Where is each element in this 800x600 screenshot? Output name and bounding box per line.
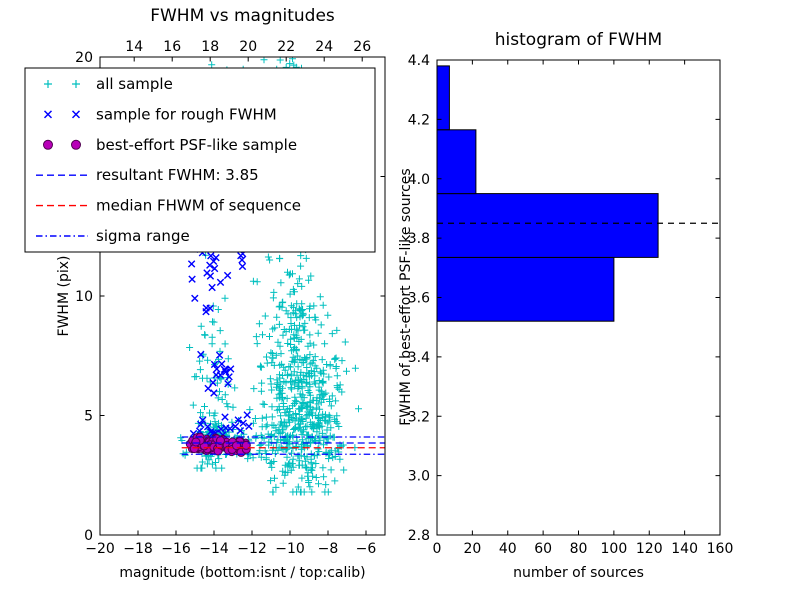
legend-label: best-effort PSF-like sample [96, 136, 297, 154]
legend-label: resultant FWHM: 3.85 [96, 166, 259, 184]
right-x-tick-label: 160 [707, 541, 734, 557]
left-top-x-tick-label: 14 [125, 39, 143, 55]
right-plot-title: histogram of FWHM [494, 30, 663, 50]
right-y-tick-label: 4.2 [408, 112, 430, 128]
right-y-tick-label: 3.6 [408, 291, 430, 307]
right-x-tick-label: 60 [534, 541, 552, 557]
left-top-x-tick-label: 26 [353, 39, 371, 55]
left-top-x-tick-label: 22 [277, 39, 295, 55]
histogram-bars [437, 65, 720, 322]
left-y-tick-label: 0 [84, 528, 93, 544]
left-x-tick-label: −18 [123, 541, 153, 557]
left-x-tick-label: −14 [199, 541, 229, 557]
left-x-tick-label: −12 [237, 541, 267, 557]
circle-marker-icon [43, 139, 53, 150]
scatter-psf-like-sample [185, 432, 251, 457]
left-y-tick-label: 5 [84, 409, 93, 425]
legend-label: sample for rough FWHM [96, 105, 277, 123]
left-x-tick-label: −16 [161, 541, 191, 557]
reference-lines-layer [181, 436, 385, 455]
left-top-x-tick-label: 24 [315, 39, 333, 55]
left-top-x-tick-label: 16 [163, 39, 181, 55]
psf-sample-point [191, 437, 201, 447]
legend-label: sigma range [96, 227, 190, 245]
right-x-tick-label: 40 [499, 541, 517, 557]
histogram-bar [437, 193, 659, 258]
scatter-layer [177, 57, 362, 496]
histogram-bar [437, 256, 615, 322]
right-y-tick-label: 2.8 [408, 528, 430, 544]
left-x-tick-label: −8 [318, 541, 339, 557]
histogram-bar [437, 65, 450, 131]
histogram-layer [437, 65, 720, 322]
right-y-tick-label: 4.4 [408, 53, 430, 69]
legend-label: all sample [96, 75, 173, 93]
left-y-tick-label: 10 [75, 289, 93, 305]
tick-layer: −20 −18 −16 −14 −12 −10 −8 −6 14 16 18 20 22 24 26 0 5 10… [75, 39, 733, 557]
right-y-tick-label: 3.2 [408, 409, 430, 425]
plus-marker-icon [72, 80, 80, 88]
right-x-tick-label: 120 [636, 541, 663, 557]
right-plot-xlabel: number of sources [513, 565, 644, 581]
left-x-tick-label: −6 [356, 541, 377, 557]
left-plot-ylabel: FWHM (pix) [56, 255, 72, 337]
right-x-tick-label: 20 [463, 541, 481, 557]
right-plot-ylabel: FWHM of best-effort PSF-like sources [398, 168, 414, 426]
right-y-tick-label: 4.0 [408, 172, 430, 188]
legend-label: median FHWM of sequence [96, 197, 301, 215]
right-x-tick-label: 100 [601, 541, 628, 557]
scatter-rough-fwhm-sample [187, 229, 253, 450]
legend-box [24, 67, 376, 253]
left-x-tick-label: −20 [85, 541, 115, 557]
right-x-tick-label: 140 [671, 541, 698, 557]
right-y-tick-label: 3.8 [408, 231, 430, 247]
legend: all sample sample for rough FWHM best-effo… [24, 67, 376, 253]
left-plot-title: FWHM vs magnitudes [150, 6, 335, 26]
plus-marker-icon [44, 80, 52, 88]
left-top-x-tick-label: 20 [239, 39, 257, 55]
left-top-x-tick-label: 18 [201, 39, 219, 55]
left-plot-xlabel: magnitude (bottom:isnt / top:calib) [119, 565, 366, 581]
right-x-tick-label: 80 [570, 541, 588, 557]
right-y-tick-label: 3.4 [408, 350, 430, 366]
circle-marker-icon [71, 139, 81, 150]
left-x-tick-label: −10 [275, 541, 305, 557]
x-marker-icon [71, 110, 81, 119]
right-y-tick-label: 3.0 [408, 469, 430, 485]
x-marker-icon [43, 110, 53, 119]
histogram-bar [437, 129, 477, 195]
right-x-tick-label: 0 [433, 541, 442, 557]
left-y-tick-label: 20 [75, 50, 93, 66]
